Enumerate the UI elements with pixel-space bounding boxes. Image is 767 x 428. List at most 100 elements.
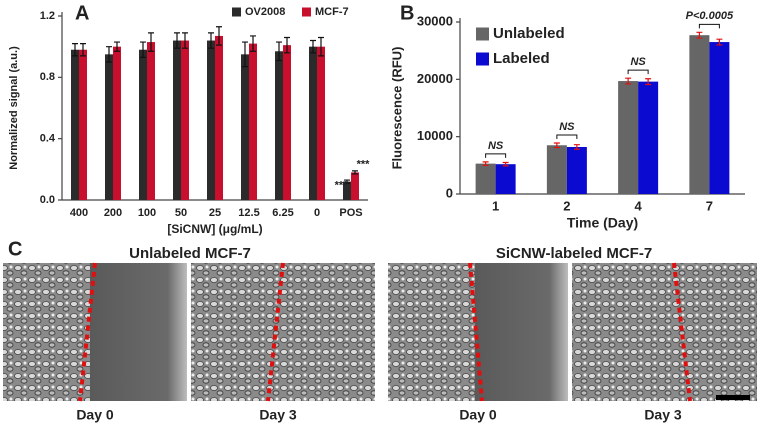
error-bar bbox=[318, 36, 324, 57]
panel-c: C Unlabeled MCF-7 SiCNW-labeled MCF-7 Da… bbox=[3, 238, 757, 423]
scale-bar bbox=[716, 395, 750, 400]
y-axis-label: Normalized signal (a.u.) bbox=[8, 46, 20, 170]
bar bbox=[317, 46, 325, 200]
day-label: Day 0 bbox=[459, 407, 497, 423]
error-bar bbox=[106, 46, 112, 63]
y-tick-label: 1.2 bbox=[40, 10, 55, 22]
error-bar bbox=[645, 78, 652, 86]
legend-swatch bbox=[476, 27, 489, 41]
y-tick-label: 30000 bbox=[417, 13, 453, 28]
x-tick-label: 6.25 bbox=[272, 207, 293, 219]
error-bar bbox=[502, 161, 509, 167]
bar bbox=[546, 145, 567, 194]
x-axis-label: [SiCNW] (μg/mL) bbox=[167, 222, 262, 236]
x-tick-label: 200 bbox=[104, 207, 122, 219]
group-title: SiCNW-labeled MCF-7 bbox=[496, 245, 652, 262]
bar bbox=[638, 81, 659, 194]
x-tick-label: 0 bbox=[314, 207, 320, 219]
annotation: NS bbox=[488, 140, 504, 152]
error-bar bbox=[148, 32, 154, 52]
x-tick-label: 400 bbox=[70, 207, 88, 219]
bar bbox=[207, 40, 215, 201]
annotation: *** bbox=[357, 158, 371, 170]
legend-label: Unlabeled bbox=[493, 25, 565, 42]
micrograph bbox=[191, 263, 375, 401]
error-bar bbox=[553, 142, 560, 149]
x-tick-label: 2 bbox=[563, 198, 570, 213]
micrograph-gap bbox=[90, 263, 187, 401]
panel-letter: B bbox=[400, 2, 414, 24]
annotation: *** bbox=[335, 180, 349, 192]
bar bbox=[113, 46, 121, 200]
bar bbox=[215, 35, 223, 200]
legend-label: Labeled bbox=[493, 50, 550, 67]
panel-letter: C bbox=[8, 238, 22, 260]
y-tick-label: 0.4 bbox=[40, 133, 56, 145]
error-bar bbox=[114, 41, 120, 52]
bar bbox=[147, 42, 155, 200]
micrograph bbox=[572, 263, 757, 401]
bar bbox=[71, 49, 79, 200]
bar bbox=[241, 54, 249, 201]
error-bar bbox=[344, 179, 350, 184]
x-tick-label: 100 bbox=[138, 207, 156, 219]
error-bar bbox=[208, 32, 214, 49]
bar bbox=[351, 172, 359, 200]
bar bbox=[275, 51, 283, 201]
bar bbox=[495, 164, 516, 194]
y-tick-label: 20000 bbox=[417, 71, 453, 86]
y-tick-label: 10000 bbox=[417, 128, 453, 143]
error-bar bbox=[140, 41, 146, 58]
legend-swatch bbox=[476, 52, 489, 66]
bar bbox=[475, 163, 496, 194]
x-tick-label: 50 bbox=[175, 207, 187, 219]
day-label: Day 0 bbox=[76, 407, 114, 423]
bar bbox=[249, 43, 257, 200]
bar bbox=[689, 35, 710, 194]
error-bar bbox=[216, 26, 222, 46]
error-bar bbox=[284, 36, 290, 54]
x-tick-label: 4 bbox=[635, 198, 643, 213]
y-axis-label: Fluorescence (RFU) bbox=[389, 47, 404, 170]
bar bbox=[283, 45, 291, 201]
x-tick-label: 25 bbox=[209, 207, 221, 219]
bar bbox=[618, 81, 639, 194]
error-bar bbox=[716, 38, 723, 46]
error-bar bbox=[174, 32, 180, 49]
x-tick-label: POS bbox=[339, 207, 362, 219]
day-label: Day 3 bbox=[259, 407, 297, 423]
error-bar bbox=[242, 41, 248, 68]
error-bar bbox=[80, 43, 86, 57]
error-bar bbox=[482, 161, 489, 166]
panel-letter: A bbox=[75, 2, 89, 24]
bar bbox=[309, 46, 317, 200]
bar bbox=[566, 146, 587, 194]
group-title: Unlabeled MCF-7 bbox=[129, 245, 251, 262]
micrograph-gap bbox=[475, 263, 568, 401]
x-tick-label: 7 bbox=[706, 198, 713, 213]
x-tick-label: 1 bbox=[492, 198, 499, 213]
y-tick-label: 0 bbox=[446, 185, 453, 200]
x-tick-label: 12.5 bbox=[238, 207, 259, 219]
error-bar bbox=[573, 144, 580, 150]
y-tick-label: 0.0 bbox=[40, 194, 55, 206]
legend-label: OV2008 bbox=[245, 6, 285, 18]
bar bbox=[79, 49, 87, 200]
bar bbox=[709, 42, 730, 194]
error-bar bbox=[696, 31, 703, 39]
significance-bracket bbox=[485, 153, 507, 158]
error-bar bbox=[625, 77, 632, 85]
error-bar bbox=[250, 35, 256, 52]
day-label: Day 3 bbox=[644, 407, 682, 423]
significance-bracket bbox=[556, 134, 578, 139]
legend-swatch bbox=[232, 7, 241, 17]
bar bbox=[105, 54, 113, 201]
legend-swatch bbox=[302, 7, 311, 17]
bar bbox=[181, 40, 189, 201]
error-bar bbox=[352, 170, 358, 175]
significance-bracket bbox=[698, 23, 720, 29]
bar bbox=[343, 181, 351, 200]
bar bbox=[173, 40, 181, 201]
annotation: P<0.0005 bbox=[686, 10, 734, 22]
